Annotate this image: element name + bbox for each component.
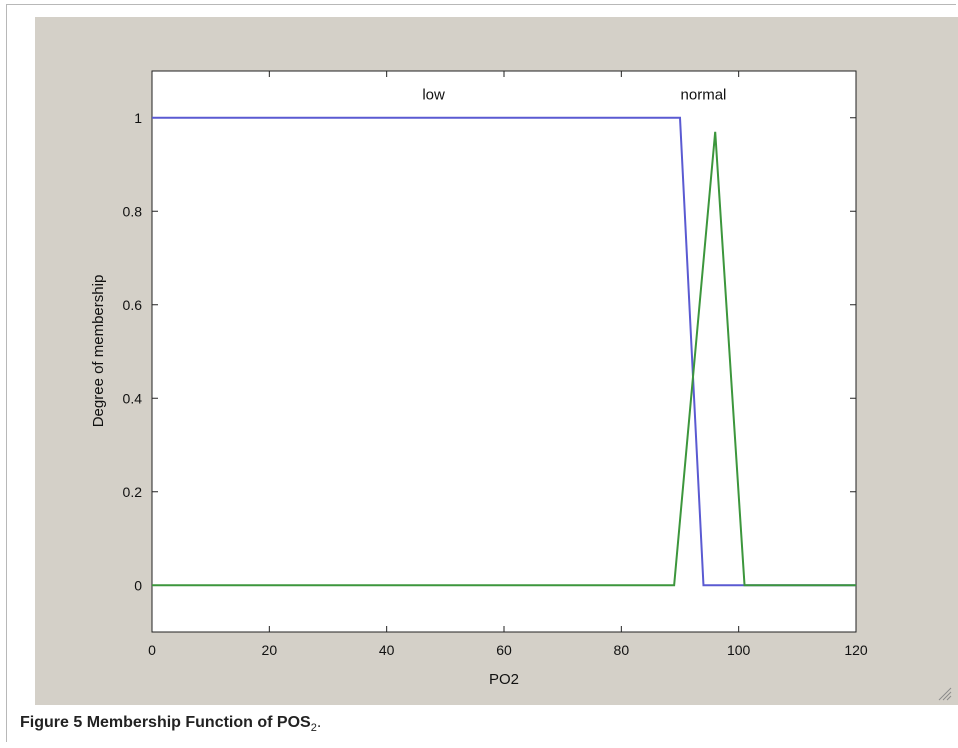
caption-suffix: . — [316, 714, 322, 731]
series-line-normal — [152, 131, 856, 587]
figure-frame — [6, 4, 956, 742]
x-tick-label: 80 — [614, 642, 630, 658]
y-tick-label: 0.2 — [123, 484, 143, 500]
x-axis-title: PO2 — [489, 671, 519, 688]
series-label-normal: normal — [681, 86, 727, 103]
x-tick-label: 120 — [844, 642, 868, 658]
y-tick-label: 0.6 — [123, 297, 143, 313]
x-tick-label: 60 — [496, 642, 512, 658]
x-tick-label: 0 — [148, 642, 156, 658]
caption-subscript: 2 — [310, 722, 317, 735]
y-axis-title: Degree of membership — [90, 275, 107, 428]
x-tick-label: 100 — [727, 642, 751, 658]
series-lines — [152, 116, 856, 587]
x-tick-label: 20 — [262, 642, 278, 658]
y-tick-label: 0 — [134, 577, 142, 593]
resize-grip-icon[interactable] — [936, 685, 952, 701]
figure-panel: 0 20 40 60 80 100 120 0 0.2 0.4 0.6 0.8 1 low normal … — [35, 17, 958, 705]
series-label-low: low — [422, 86, 445, 103]
figure-caption: Figure 5 Membership Function of POS2. — [20, 714, 321, 734]
x-tick-label: 40 — [379, 642, 395, 658]
caption-text: Membership Function of POS — [86, 714, 311, 731]
y-tick-label: 0.8 — [123, 203, 143, 219]
axis-ticks: 0 20 40 60 80 100 120 0 0.2 0.4 0.6 0.8 1 — [123, 71, 868, 658]
plot-area — [151, 70, 857, 633]
y-tick-label: 1 — [134, 110, 142, 126]
figure-label: Figure 5 — [20, 714, 83, 731]
series-labels: low normal — [422, 86, 726, 103]
y-tick-label: 0.4 — [123, 390, 143, 406]
